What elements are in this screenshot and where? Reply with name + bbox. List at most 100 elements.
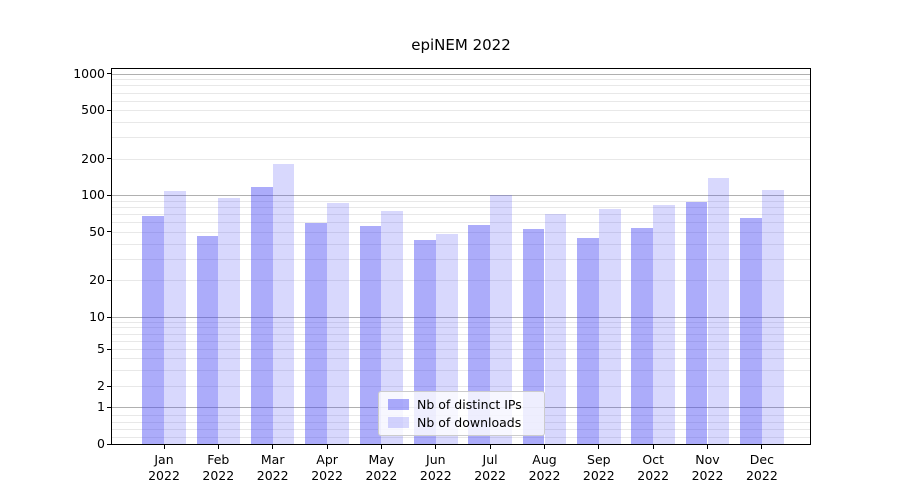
bar-distinct-ips — [522, 228, 545, 444]
y-tick-label: 2 — [97, 378, 105, 393]
legend-swatch-downloads — [388, 417, 409, 428]
minor-gridline — [112, 333, 810, 335]
bar-downloads — [164, 191, 186, 444]
chart-title: epiNEM 2022 — [411, 36, 511, 54]
legend-label-distinct-ips: Nb of distinct IPs — [417, 397, 522, 412]
minor-gridline — [112, 158, 810, 160]
y-tick-mark — [107, 443, 112, 445]
bar-distinct-ips — [250, 186, 273, 444]
minor-gridline — [112, 222, 810, 224]
y-tick-mark — [107, 109, 112, 111]
x-tick-mark — [380, 445, 382, 449]
x-tick-label: Jan 2022 — [148, 452, 180, 483]
bar-downloads — [761, 189, 784, 444]
minor-gridline — [112, 349, 810, 351]
bar-downloads — [327, 202, 349, 444]
y-tick-label: 5 — [97, 341, 105, 357]
x-tick-mark — [272, 445, 274, 449]
bar-downloads — [544, 214, 567, 444]
legend-swatch-distinct-ips — [388, 399, 409, 410]
x-tick-mark — [163, 445, 165, 449]
bar-downloads — [381, 211, 404, 444]
bar-distinct-ips — [142, 215, 164, 444]
minor-gridline — [112, 79, 810, 81]
y-tick-label: 10 — [89, 309, 105, 324]
bar-distinct-ips — [305, 223, 328, 444]
y-tick-label: 20 — [89, 272, 105, 288]
bar-downloads — [272, 163, 295, 444]
minor-gridline — [112, 340, 810, 342]
x-tick-label: Jul 2022 — [474, 452, 506, 483]
x-tick-mark — [761, 445, 763, 449]
y-tick-mark — [107, 279, 112, 281]
minor-gridline — [112, 321, 810, 323]
y-tick-label: 1 — [97, 399, 105, 415]
bar-distinct-ips — [196, 236, 219, 444]
y-tick-mark — [107, 73, 112, 75]
x-tick-label: Feb 2022 — [202, 452, 235, 483]
bar-downloads — [598, 209, 621, 444]
x-tick-label: Nov 2022 — [691, 452, 724, 483]
x-tick-mark — [652, 445, 654, 449]
legend: Nb of distinct IPs Nb of downloads — [378, 391, 545, 436]
x-tick-label: Aug 2022 — [528, 452, 561, 483]
minor-gridline — [112, 110, 810, 112]
bar-distinct-ips — [740, 218, 762, 444]
x-tick-mark — [544, 445, 545, 449]
bar-downloads — [707, 178, 730, 444]
x-tick-label: Oct 2022 — [637, 452, 670, 483]
minor-gridline — [112, 358, 810, 360]
x-tick-label: Apr 2022 — [311, 452, 343, 483]
bar-distinct-ips — [577, 237, 599, 444]
bar-distinct-ips — [359, 225, 382, 444]
major-gridline — [112, 317, 810, 318]
minor-gridline — [112, 137, 810, 139]
legend-item-distinct-ips: Nb of distinct IPs — [388, 397, 535, 412]
minor-gridline — [112, 258, 810, 260]
minor-gridline — [112, 243, 810, 245]
x-tick-label: Sep 2022 — [582, 452, 615, 483]
bar-downloads — [490, 194, 512, 444]
y-tick-label: 200 — [81, 150, 105, 166]
minor-gridline — [112, 85, 810, 87]
y-tick-mark — [107, 158, 112, 160]
bar-downloads — [653, 204, 675, 444]
x-tick-mark — [489, 445, 491, 449]
x-tick-mark — [435, 445, 437, 449]
major-gridline — [112, 73, 810, 75]
x-tick-mark — [217, 445, 219, 449]
minor-gridline — [112, 436, 810, 438]
x-tick-label: May 2022 — [365, 452, 398, 483]
legend-label-downloads: Nb of downloads — [417, 415, 522, 430]
x-tick-mark — [707, 445, 708, 449]
bar-distinct-ips — [631, 227, 654, 444]
y-tick-mark — [107, 406, 112, 408]
minor-gridline — [112, 280, 810, 282]
minor-gridline — [112, 200, 810, 202]
minor-gridline — [112, 92, 810, 94]
y-tick-label: 100 — [81, 187, 105, 203]
y-tick-label: 0 — [97, 436, 105, 451]
x-tick-label: Jun 2022 — [419, 452, 452, 483]
y-tick-mark — [107, 348, 112, 350]
minor-gridline — [112, 207, 810, 209]
y-tick-mark — [107, 231, 112, 233]
minor-gridline — [112, 100, 810, 102]
bar-distinct-ips — [468, 225, 491, 444]
y-tick-mark — [107, 316, 112, 318]
y-tick-label: 50 — [89, 223, 105, 239]
minor-gridline — [112, 231, 810, 233]
minor-gridline — [112, 122, 810, 123]
minor-gridline — [112, 369, 810, 371]
x-tick-mark — [598, 445, 600, 449]
y-tick-mark — [107, 385, 112, 387]
y-tick-label: 500 — [81, 102, 105, 118]
y-tick-mark — [107, 194, 112, 196]
x-tick-mark — [326, 445, 328, 449]
minor-gridline — [112, 214, 810, 216]
y-tick-label: 1000 — [73, 65, 105, 81]
minor-gridline — [112, 327, 810, 329]
bar-distinct-ips — [685, 201, 708, 444]
legend-item-downloads: Nb of downloads — [388, 415, 535, 430]
